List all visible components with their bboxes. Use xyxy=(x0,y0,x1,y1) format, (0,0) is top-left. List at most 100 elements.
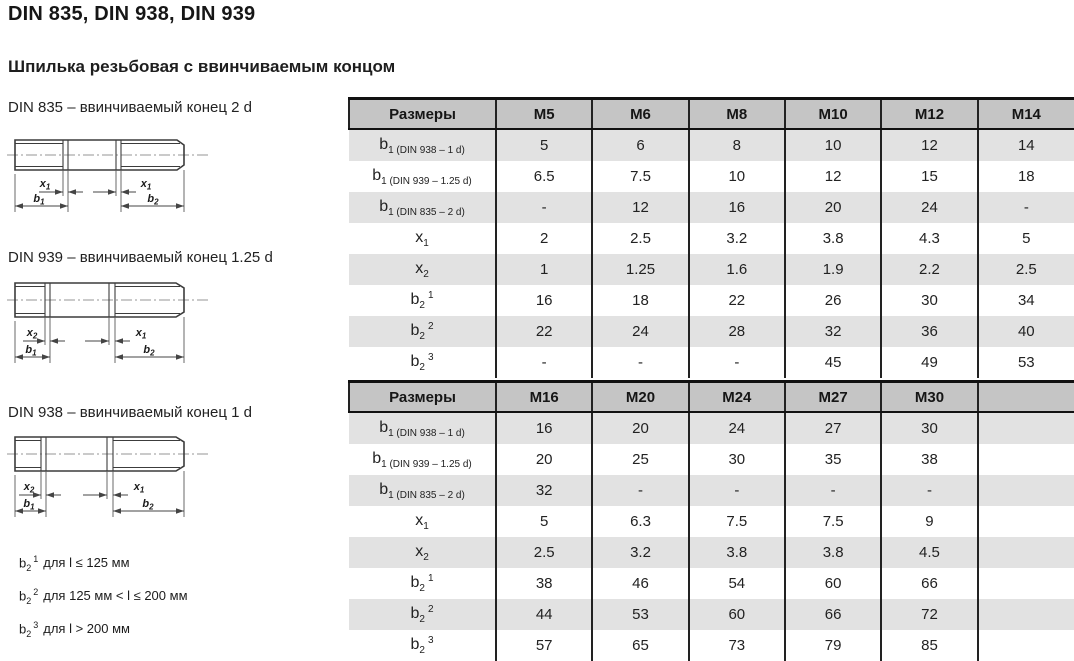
dim-label-b1: b1 xyxy=(25,344,37,358)
value-cell: 3.8 xyxy=(687,537,785,568)
dim-label-b2: b2 xyxy=(147,193,159,207)
row-label: b22 xyxy=(410,321,434,342)
value-cell: 5 xyxy=(494,506,593,537)
value-cell: 24 xyxy=(687,412,785,444)
table-row: b23- - -45 49 53 xyxy=(349,347,1074,378)
sizes-header: Размеры xyxy=(348,97,496,130)
value-cell: 12 xyxy=(591,192,689,223)
row-label: b1 (DIN 939 – 1.25 d) xyxy=(372,449,472,470)
table-row: x2 1 1.25 1.6 1.9 2.2 2.5 xyxy=(349,254,1074,285)
value-cell: 12 xyxy=(880,129,978,161)
value-cell: 1.25 xyxy=(591,254,689,285)
dim-label-b2: b2 xyxy=(142,498,154,512)
value-cell: 7.5 xyxy=(783,506,882,537)
value-cell: 16 xyxy=(494,285,593,316)
row-label: b1 (DIN 939 – 1.25 d) xyxy=(372,166,472,187)
value-cell: 5 xyxy=(494,129,593,161)
value-cell: 6.5 xyxy=(494,161,593,192)
value-cell: 46 xyxy=(591,568,689,599)
value-cell: 16 xyxy=(687,192,785,223)
value-cell: - xyxy=(783,475,882,506)
value-cell: 24 xyxy=(880,192,978,223)
value-cell: 53 xyxy=(591,599,689,630)
value-cell: 9 xyxy=(880,506,978,537)
sizes-header: Размеры xyxy=(348,380,496,413)
value-cell: 15 xyxy=(880,161,978,192)
value-cell: 54 xyxy=(687,568,785,599)
value-cell: 85 xyxy=(880,630,978,661)
value-cell: 10 xyxy=(783,129,882,161)
value-cell: 7.5 xyxy=(591,161,689,192)
din835-stud-diagram: x1 x1 b1 b2 xyxy=(7,139,208,212)
table-row: x1 2 2.5 3.2 3.8 4.3 5 xyxy=(349,223,1074,254)
column-header-m12: M12 xyxy=(880,97,978,130)
value-cell xyxy=(976,506,1074,537)
page-subtitle: Шпилька резьбовая с ввинчиваемым концом xyxy=(8,57,396,76)
value-cell: - xyxy=(880,475,978,506)
value-cell: - xyxy=(687,347,785,378)
table-row: b1 (DIN 939 – 1.25 d) 20 25 30 35 38 xyxy=(349,444,1074,475)
value-cell: 2 xyxy=(494,223,593,254)
row-label: b1 (DIN 938 – 1 d) xyxy=(379,418,465,439)
value-cell: 2.5 xyxy=(591,223,689,254)
row-label: b23 xyxy=(410,352,434,373)
row-label: b23 xyxy=(410,635,434,656)
value-cell: 5 xyxy=(976,223,1074,254)
value-cell: - xyxy=(591,347,689,378)
value-cell: 45 xyxy=(783,347,882,378)
value-cell: 6.3 xyxy=(591,506,689,537)
value-cell: 49 xyxy=(880,347,978,378)
value-cell xyxy=(976,599,1074,630)
value-cell: 1.6 xyxy=(687,254,785,285)
value-cell: 2.2 xyxy=(880,254,978,285)
table-row: b22 22 24 28 32 36 40 xyxy=(349,316,1074,347)
column-header-m27: M27 xyxy=(783,380,882,413)
din938-stud-diagram: x2 x1 b1 b2 xyxy=(7,436,208,517)
footnote-b2-2: b22 для 125 мм < l ≤ 200 мм xyxy=(19,587,188,606)
row-label: x1 xyxy=(415,228,429,249)
row-label: x1 xyxy=(415,511,429,532)
dim-label-x-right: x1 xyxy=(140,178,152,192)
value-cell: 20 xyxy=(494,444,593,475)
value-cell xyxy=(976,630,1074,661)
value-cell: 35 xyxy=(783,444,882,475)
row-label: b1 (DIN 835 – 2 d) xyxy=(379,480,465,501)
table-row: b21 16 18 22 26 30 34 xyxy=(349,285,1074,316)
value-cell: 7.5 xyxy=(687,506,785,537)
dim-label-x-left: x2 xyxy=(26,327,38,341)
value-cell: 1 xyxy=(494,254,593,285)
value-cell: 3.2 xyxy=(687,223,785,254)
value-cell: 16 xyxy=(494,412,593,444)
header-row: Размеры M5 M6 M8 M10 M12 M14 xyxy=(348,97,1074,130)
row-label: x2 xyxy=(415,542,429,563)
value-cell: 18 xyxy=(976,161,1074,192)
value-cell: 24 xyxy=(591,316,689,347)
dim-label-x-left: x2 xyxy=(23,481,35,495)
value-cell: 57 xyxy=(494,630,593,661)
value-cell: - xyxy=(494,347,593,378)
value-cell: 12 xyxy=(783,161,882,192)
din-table: Размеры M16 M20 M24 M27 M30 b1 (DIN 938 – 1 d)… xyxy=(348,380,1074,661)
value-cell: - xyxy=(591,475,689,506)
value-cell: 3.8 xyxy=(783,223,882,254)
dim-label-b1: b1 xyxy=(23,498,35,512)
value-cell: 66 xyxy=(783,599,882,630)
dimensions-table-m16-m30: Размеры M16 M20 M24 M27 M30 b1 (DIN 938 – 1 d)… xyxy=(348,380,1074,661)
value-cell: 53 xyxy=(976,347,1074,378)
row-label: x2 xyxy=(415,259,429,280)
value-cell: 32 xyxy=(494,475,593,506)
value-cell: 4.3 xyxy=(880,223,978,254)
value-cell: 60 xyxy=(687,599,785,630)
table-row: x2 2.5 3.2 3.8 3.8 4.5 xyxy=(349,537,1074,568)
value-cell: 26 xyxy=(783,285,882,316)
header-row: Размеры M16 M20 M24 M27 M30 xyxy=(348,380,1074,413)
table-row: b1 (DIN 938 – 1 d) 16 20 24 27 30 xyxy=(349,412,1074,444)
table-row: b22 44 53 60 66 72 xyxy=(349,599,1074,630)
dimensions-table-m5-m14: Размеры M5 M6 M8 M10 M12 M14 b1 (DIN 938 – 1 d)… xyxy=(348,97,1074,378)
diagram-caption-din938: DIN 938 – ввинчиваемый конец 1 d xyxy=(8,404,252,421)
table-row: b21 38 46 54 60 66 xyxy=(349,568,1074,599)
dim-label-x-left: x1 xyxy=(39,178,51,192)
table-row: b1 (DIN 835 – 2 d) -12 16 20 24- xyxy=(349,192,1074,223)
value-cell: 30 xyxy=(880,412,978,444)
value-cell xyxy=(976,568,1074,599)
